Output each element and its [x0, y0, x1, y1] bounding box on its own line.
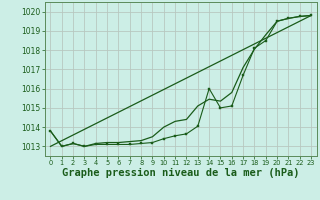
X-axis label: Graphe pression niveau de la mer (hPa): Graphe pression niveau de la mer (hPa) — [62, 168, 300, 178]
